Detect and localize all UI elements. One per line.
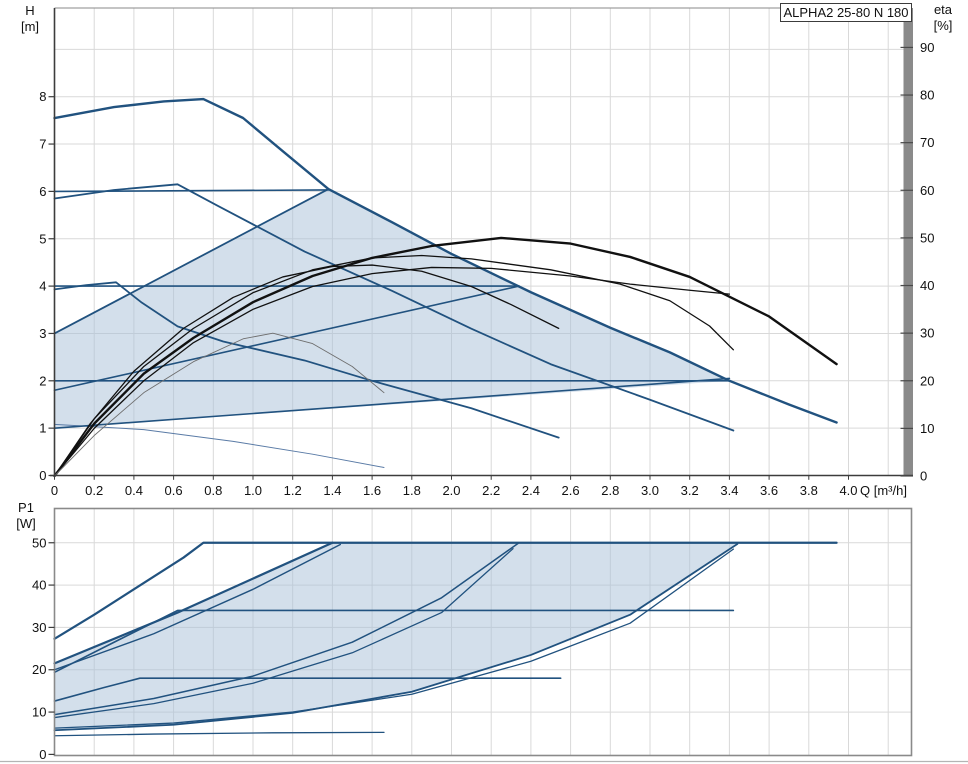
tick-label: 2.2	[482, 483, 500, 498]
tick-label: 7	[39, 137, 46, 152]
tick-label: 4	[39, 279, 46, 294]
eta-curve-min	[54, 332, 385, 477]
head-axis-label: H	[25, 3, 35, 18]
tick-label: 10	[920, 421, 934, 436]
efficiency-axis-label: eta	[933, 2, 953, 17]
proportional-pressure-3	[53, 188, 330, 335]
tick-label: 0	[39, 468, 46, 483]
power-axis-label: P1	[18, 500, 34, 515]
tick-label: 1	[39, 421, 46, 436]
tick-label: 3	[39, 326, 46, 341]
tick-label: 2.4	[522, 483, 540, 498]
tick-label: 0.4	[125, 483, 143, 498]
tick-label: 0	[39, 747, 46, 762]
head-axis-unit: [m]	[20, 19, 40, 34]
tick-label: 4.0	[839, 483, 857, 498]
tick-label: 5	[39, 231, 46, 246]
tick-label: 30	[32, 620, 46, 635]
tick-label: 50	[920, 230, 934, 245]
power-pp3-boundary	[53, 541, 334, 665]
power-cp1	[53, 548, 735, 729]
tick-label: 3.6	[760, 483, 778, 498]
power-cp3	[53, 543, 342, 671]
speed-curve-II	[53, 183, 735, 432]
tick-label: 40	[920, 278, 934, 293]
pump-model-title: ALPHA2 25-80 N 180	[780, 3, 912, 22]
tick-label: 0.6	[165, 483, 183, 498]
tick-label: 2.6	[562, 483, 580, 498]
tick-label: 20	[920, 373, 934, 388]
tick-label: 90	[920, 40, 934, 55]
power-pp1-boundary	[53, 543, 739, 732]
power-pp2	[53, 542, 520, 716]
eta-curve-max-III	[53, 236, 838, 478]
power-min-speed	[53, 731, 385, 737]
tick-label: 2.0	[442, 483, 460, 498]
constant-pressure-3	[53, 189, 330, 193]
tick-label: 0	[920, 469, 927, 484]
power-speed-I	[53, 677, 562, 702]
tick-label: 0.2	[85, 483, 103, 498]
tick-label: 3.4	[720, 483, 738, 498]
tick-label: 60	[920, 183, 934, 198]
max-speed-curve-III	[53, 97, 838, 424]
proportional-pressure-1	[53, 377, 731, 429]
tick-label: 1.8	[403, 483, 421, 498]
tick-label: 6	[39, 184, 46, 199]
eta-curve-I	[53, 264, 560, 477]
efficiency-axis-unit: [%]	[933, 18, 953, 33]
power-max-speed-III	[53, 541, 838, 640]
tick-label: 70	[920, 135, 934, 150]
tick-label: 1.2	[284, 483, 302, 498]
tick-label: 3.2	[681, 483, 699, 498]
tick-label: 1.4	[323, 483, 341, 498]
tick-label: 3.8	[800, 483, 818, 498]
min-speed-curve	[54, 423, 385, 468]
tick-label: 0	[51, 483, 58, 498]
tick-label: 50	[32, 535, 46, 550]
tick-label: 1.6	[363, 483, 381, 498]
power-cp2	[53, 548, 514, 719]
tick-label: 2.8	[601, 483, 619, 498]
tick-label: 0.8	[204, 483, 222, 498]
tick-label: 40	[32, 578, 46, 593]
tick-label: 80	[920, 88, 934, 103]
tick-label: 30	[920, 326, 934, 341]
power-speed-II	[53, 609, 735, 674]
tick-label: 3.0	[641, 483, 659, 498]
tick-label: 10	[32, 705, 46, 720]
power-axis-unit: [W]	[16, 516, 36, 531]
power-range	[54, 542, 738, 731]
eta-curve-cp1	[53, 266, 731, 477]
tick-label: 8	[39, 89, 46, 104]
eta-axis-bar	[903, 8, 913, 477]
eta-curve-II	[53, 254, 735, 477]
tick-label: 20	[32, 662, 46, 677]
tick-label: 1.0	[244, 483, 262, 498]
tick-label: 2	[39, 373, 46, 388]
flow-axis-unit: Q [m³/h]	[860, 483, 907, 498]
